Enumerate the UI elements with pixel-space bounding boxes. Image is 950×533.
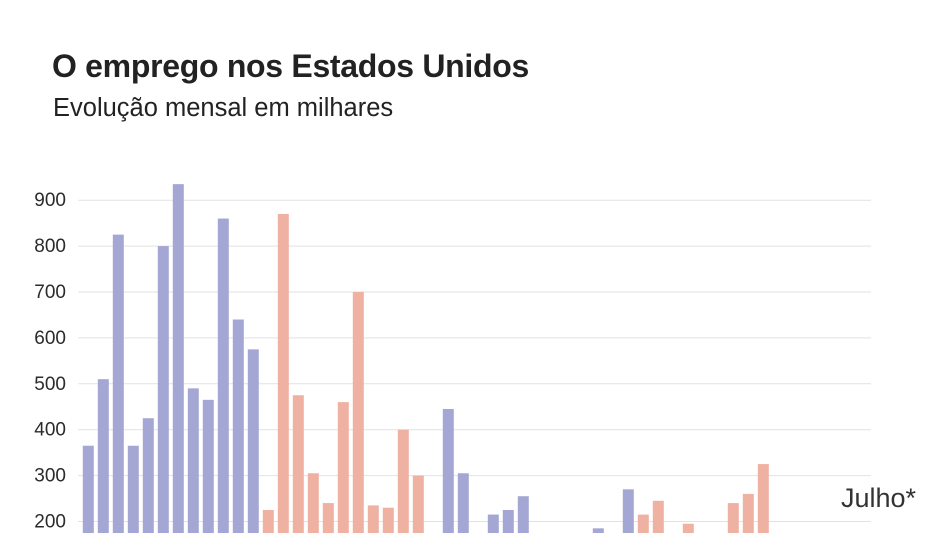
svg-text:700: 700 bbox=[34, 282, 66, 303]
svg-text:400: 400 bbox=[34, 420, 66, 441]
svg-text:600: 600 bbox=[34, 328, 66, 349]
svg-text:900: 900 bbox=[34, 190, 66, 211]
svg-text:500: 500 bbox=[34, 374, 66, 395]
svg-text:800: 800 bbox=[34, 236, 66, 257]
svg-text:200: 200 bbox=[34, 512, 66, 533]
svg-text:300: 300 bbox=[34, 466, 66, 487]
